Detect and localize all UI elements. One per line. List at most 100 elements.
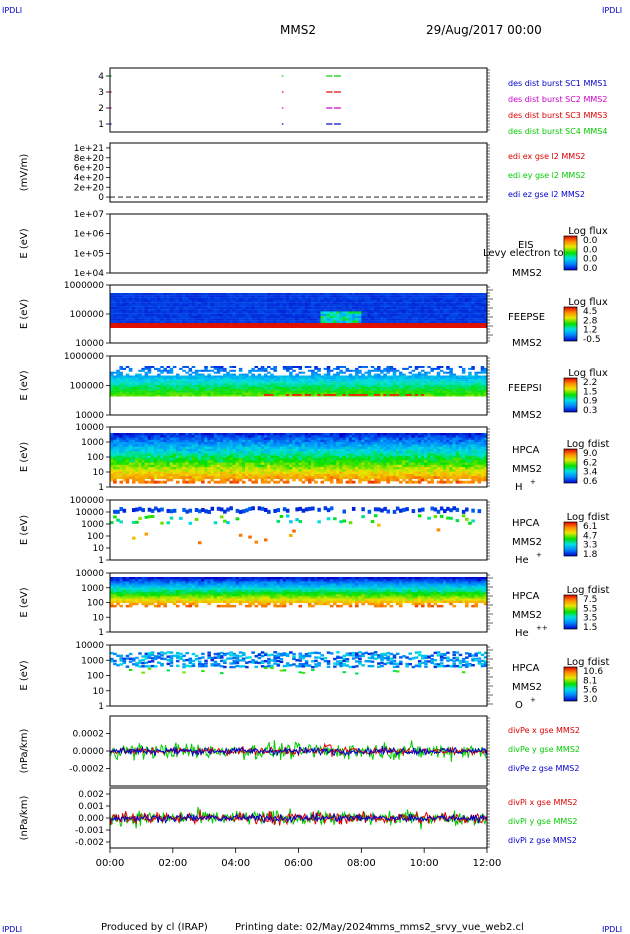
feeps_e-pixel (157, 313, 161, 317)
feeps_e-pixel (232, 297, 237, 300)
feeps_e-pixel (207, 295, 211, 298)
feeps_i-pixel (471, 379, 475, 382)
feeps_i-pixel (392, 375, 397, 378)
feeps_i-pixel (254, 390, 259, 393)
feeps_e-pixel (329, 299, 334, 303)
feeps_e-pixel (461, 311, 466, 314)
feeps_i-pixel (370, 385, 375, 387)
hpca_h-pixel (267, 435, 271, 439)
feeps_e-pixel (204, 295, 208, 298)
feeps_i-pixel (373, 392, 378, 395)
hpca_h-pixel (194, 442, 199, 445)
feeps_i-pixel (150, 366, 155, 368)
feeps_e-pixel (336, 323, 340, 328)
feeps_e-pixel (213, 313, 218, 317)
hpca_h-pixel (131, 444, 136, 448)
feeps_e-pixel (279, 311, 284, 314)
feeps_e-pixel (210, 306, 215, 310)
hpca_h-pixel (119, 453, 123, 457)
feeps_i-pixel (207, 381, 211, 384)
feeps_e-pixel (443, 313, 447, 317)
feeps_i-pixel (351, 388, 356, 391)
feeps_e-pixel (295, 302, 299, 305)
hpca_h-pixel (257, 469, 262, 473)
feeps_e-pixel (408, 306, 412, 310)
hpca_h-pixel (223, 433, 227, 436)
feeps_e-pixel (157, 316, 161, 319)
feeps_i-pixel (251, 386, 255, 389)
feeps_i-pixel (358, 383, 362, 386)
feeps_i-pixel (326, 377, 331, 380)
feeps_e-pixel (351, 318, 356, 321)
hpca_h-pixel (257, 451, 262, 455)
feeps_e-pixel (119, 299, 123, 303)
feeps_e-pixel (216, 306, 221, 310)
feeps_i-pixel (465, 375, 469, 378)
hpca_h-pixel (267, 476, 271, 480)
hpca_h-pixel (131, 469, 136, 473)
feeps_e-pixel (458, 302, 463, 305)
feeps_e-pixel (364, 313, 369, 317)
feeps_i-pixel (307, 394, 312, 396)
hpca_h-pixel (116, 462, 120, 466)
feeps_i-pixel (229, 392, 233, 395)
hpca_h-pixel (257, 439, 262, 443)
feeps_e-pixel (433, 306, 438, 310)
feeps_i-pixel (311, 381, 315, 384)
hpca_h-pixel (197, 453, 202, 457)
feeps_e-pixel (232, 293, 237, 296)
feeps_i-pixel (147, 394, 152, 397)
hpca_h-pixel (301, 444, 306, 448)
feeps_e-pixel (235, 318, 240, 321)
hpca_h-pixel (270, 439, 274, 443)
feeps_i-pixel (175, 388, 180, 391)
feeps_e-pixel (307, 318, 312, 321)
feeps_e-pixel (267, 313, 271, 317)
feeps_i-pixel (436, 375, 441, 378)
hpca_h-pixel (113, 442, 117, 445)
feeps_i-spacecraft-label: MMS2 (512, 410, 542, 421)
feeps_i-pixel (421, 388, 425, 391)
feeps_e-pixel (172, 297, 177, 300)
hpca_h-pixel (147, 476, 152, 480)
feeps_i-pixel (207, 390, 211, 393)
hpca_h-pixel (116, 451, 120, 455)
feeps_i-pixel (399, 375, 403, 378)
feeps_e-pixel (333, 309, 337, 312)
feeps_e-pixel (273, 306, 277, 310)
feeps_i-pixel (471, 377, 475, 380)
feeps_i-pixel (395, 379, 400, 382)
feeps_e-pixel (433, 311, 438, 314)
legend-burst-sc3: des dist burst SC3 MMS3 (508, 111, 607, 120)
feeps_e-pixel (389, 313, 394, 317)
feeps_e-pixel (417, 320, 422, 323)
hpca_h-pixel (235, 460, 240, 464)
feeps_e-pixel (248, 306, 252, 310)
feeps_e-pixel (276, 302, 281, 305)
hpca_h-pixel (157, 455, 161, 459)
feeps_i-pixel (113, 386, 117, 389)
feeps_i-pixel (238, 379, 243, 382)
feeps_i-pixel (157, 373, 161, 376)
hpca_h-pixel (172, 471, 177, 475)
feeps_e-pixel (480, 304, 485, 307)
hpca_h-pixel (251, 464, 255, 468)
hpca_h-pixel (226, 439, 230, 443)
hpca_h-pixel (163, 467, 167, 470)
feeps_i-pixel (452, 381, 456, 384)
edi-ytick-label: 0 (98, 193, 104, 203)
feeps_e-pixel (273, 304, 277, 307)
feeps_i-pixel (285, 388, 290, 391)
hpca_h-pixel (260, 448, 265, 452)
feeps_i-pixel (348, 392, 353, 395)
feeps_e-pixel (197, 297, 202, 300)
feeps_e-pixel (204, 297, 208, 300)
feeps_i-pixel (449, 386, 453, 389)
feeps_i-pixel (219, 383, 224, 386)
hpca_h-pixel (119, 435, 123, 439)
feeps_i-pixel (480, 386, 485, 389)
feeps_e-pixel (477, 323, 482, 328)
feeps_e-pixel (348, 311, 353, 314)
feeps_i-pixel (144, 375, 149, 378)
feeps_e-pixel (311, 313, 315, 317)
